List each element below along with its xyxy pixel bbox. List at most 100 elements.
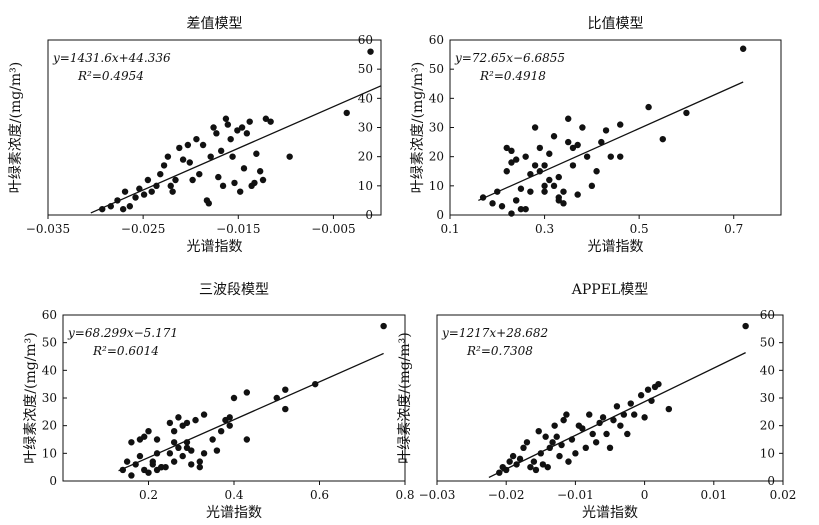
data-point bbox=[535, 428, 542, 435]
data-point bbox=[582, 444, 589, 451]
data-point bbox=[140, 191, 148, 198]
x-axis-label: 光谱指数 bbox=[582, 505, 638, 521]
data-point bbox=[551, 422, 558, 429]
y-tick-label: 20 bbox=[429, 150, 444, 164]
data-point bbox=[522, 205, 529, 213]
data-point bbox=[644, 386, 652, 393]
data-point bbox=[148, 188, 155, 195]
x-tick-label: 0.4 bbox=[224, 488, 243, 502]
data-point bbox=[610, 416, 617, 424]
data-point bbox=[170, 428, 178, 435]
regression-equation: y=1217x+28.682 bbox=[441, 326, 548, 340]
data-point bbox=[153, 436, 161, 443]
y-tick-label: 60 bbox=[42, 308, 57, 322]
data-point bbox=[199, 141, 207, 149]
data-point bbox=[541, 182, 548, 190]
data-point bbox=[596, 419, 603, 427]
data-point bbox=[166, 450, 174, 457]
data-point bbox=[170, 439, 178, 446]
chart-panel-1: 差值模型 −0.035 −0.025 −0.015 −0.005 0 10 20 30 40 50 6… bbox=[8, 16, 382, 255]
data-point bbox=[196, 170, 203, 178]
data-point bbox=[107, 203, 114, 210]
data-point bbox=[553, 433, 560, 440]
data-point bbox=[520, 444, 527, 451]
data-point bbox=[380, 322, 387, 330]
data-point bbox=[531, 124, 539, 131]
chart-title: 差值模型 bbox=[187, 16, 243, 32]
data-point bbox=[132, 461, 139, 468]
data-point bbox=[565, 115, 572, 122]
data-point bbox=[282, 405, 289, 413]
data-point bbox=[513, 461, 520, 468]
data-point bbox=[498, 203, 506, 210]
x-tick-label: 0 bbox=[641, 488, 649, 502]
chart-panel-2: 比值模型 0.1 0.3 0.5 0.7 0 10 20 30 40 50 60 光谱指数 叶绿素浓度/(… bbox=[410, 16, 782, 255]
data-point bbox=[541, 188, 548, 195]
data-point bbox=[572, 450, 579, 457]
r-squared-label: R²=0.6014 bbox=[92, 344, 159, 358]
y-tick-label: 50 bbox=[760, 336, 775, 350]
data-point bbox=[169, 188, 176, 195]
plot-frame bbox=[449, 39, 782, 216]
data-point bbox=[141, 433, 148, 440]
data-point bbox=[506, 458, 513, 465]
data-point bbox=[645, 103, 652, 111]
data-point bbox=[114, 197, 121, 204]
data-point bbox=[227, 135, 234, 143]
data-point bbox=[183, 439, 191, 446]
x-tick-label: 0.8 bbox=[395, 488, 414, 502]
y-tick-label: 30 bbox=[429, 121, 444, 135]
x-axis-label: 光谱指数 bbox=[206, 505, 262, 521]
data-point bbox=[196, 463, 203, 471]
data-point bbox=[637, 392, 645, 399]
y-tick-label: 10 bbox=[760, 446, 775, 460]
data-point bbox=[617, 153, 624, 160]
data-point bbox=[579, 425, 586, 432]
data-point bbox=[508, 147, 515, 155]
data-point bbox=[617, 121, 624, 128]
data-point bbox=[193, 135, 200, 143]
data-point bbox=[574, 191, 581, 198]
chart-panel-4: APPEL模型−0.03 −0.02 −0.01 0 0.01 0.02010203040… bbox=[397, 282, 796, 521]
data-point bbox=[555, 197, 562, 204]
data-point bbox=[172, 176, 179, 184]
data-point bbox=[175, 444, 182, 451]
data-point bbox=[742, 322, 749, 330]
data-point bbox=[617, 422, 624, 429]
data-point bbox=[184, 141, 192, 149]
regression-equation: y=1431.6x+44.336 bbox=[52, 51, 171, 65]
data-point bbox=[739, 45, 747, 52]
chart-panel-3: 三波段模型 0.2 0.4 0.6 0.8 0 10 20 30 40 50 60 光谱指数 叶绿素浓度/… bbox=[23, 282, 415, 521]
data-point bbox=[599, 414, 607, 421]
y-tick-label: 0 bbox=[365, 208, 373, 222]
data-point bbox=[574, 141, 581, 149]
x-tick-label: −0.005 bbox=[311, 222, 355, 236]
data-point bbox=[620, 411, 628, 418]
data-point bbox=[246, 118, 253, 125]
y-tick-label: 10 bbox=[42, 446, 57, 460]
data-point bbox=[503, 168, 510, 175]
data-point bbox=[508, 159, 515, 166]
x-tick-label: −0.03 bbox=[419, 488, 456, 502]
regression-line bbox=[118, 352, 384, 472]
x-axis-label: 光谱指数 bbox=[187, 239, 243, 255]
data-point bbox=[665, 405, 673, 413]
y-tick-label: 50 bbox=[358, 62, 373, 76]
data-point bbox=[530, 458, 538, 465]
data-point bbox=[509, 452, 517, 460]
data-point bbox=[128, 439, 135, 446]
data-point bbox=[210, 124, 217, 131]
data-point bbox=[240, 165, 248, 172]
data-point bbox=[149, 461, 156, 468]
chart-title: APPEL模型 bbox=[571, 282, 648, 298]
data-point bbox=[648, 397, 655, 404]
data-point bbox=[183, 419, 191, 427]
data-point bbox=[494, 188, 501, 195]
y-tick-label: 50 bbox=[429, 62, 444, 76]
data-point bbox=[256, 168, 264, 175]
data-point bbox=[602, 127, 610, 134]
data-point bbox=[219, 182, 227, 190]
data-point bbox=[556, 452, 563, 460]
data-point bbox=[607, 153, 614, 160]
data-point bbox=[145, 428, 152, 435]
